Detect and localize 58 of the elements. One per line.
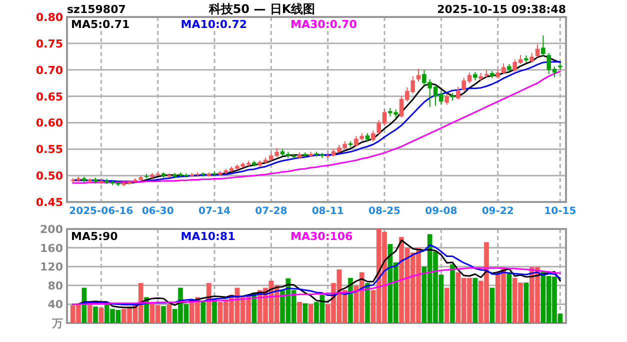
y-tick-label: 0.60 — [36, 116, 64, 130]
bar — [93, 306, 98, 323]
y-tick-label: 120 — [40, 260, 64, 274]
y-tick-label: 0.65 — [36, 90, 63, 104]
bar — [524, 282, 529, 323]
x-tick-label: 2025-06-16 — [69, 206, 134, 217]
x-tick-label: 07-28 — [255, 206, 288, 217]
text: MA30:106 — [290, 230, 354, 243]
bar — [506, 272, 512, 323]
bar — [450, 264, 455, 323]
y-tick-label: 0.80 — [36, 11, 64, 24]
x-tick-label: 07-14 — [198, 206, 231, 217]
bar — [472, 278, 478, 323]
y-tick-label: 40 — [48, 298, 64, 312]
candlestick — [530, 52, 534, 63]
bar — [98, 307, 104, 323]
line-series — [72, 267, 561, 305]
x-tick-label: 10-15 — [544, 206, 576, 217]
y-tick-label: 0.50 — [36, 170, 64, 183]
y-tick-label: 200 — [40, 223, 64, 236]
y-tick-label: 0.70 — [36, 64, 64, 77]
x-tick-label: 09-08 — [425, 206, 458, 217]
y-tick-label: 0.55 — [36, 143, 63, 156]
bar — [200, 302, 206, 323]
text: MA5:90 — [71, 230, 118, 243]
x-tick-label: 06-30 — [142, 206, 174, 217]
text: MA5:0.71 — [71, 18, 130, 31]
bar — [212, 300, 217, 323]
chart-title: 科技50 — 日K线图 — [208, 2, 316, 16]
bar — [308, 304, 314, 323]
x-tick-label: 08-25 — [368, 206, 401, 217]
bar — [365, 283, 370, 323]
bar — [297, 302, 302, 323]
bar — [302, 303, 308, 323]
x-tick-label: 09-22 — [482, 206, 514, 217]
candlestick — [416, 68, 421, 82]
bar — [161, 306, 166, 323]
text: sz159807 — [67, 3, 126, 16]
bar — [348, 278, 353, 323]
bar — [444, 288, 450, 323]
candlestick — [371, 130, 376, 142]
candlestick — [444, 93, 449, 106]
text: 2025-10-15 09:38:48 — [437, 3, 566, 16]
text: MA10:81 — [180, 230, 236, 243]
text: MA30:0.70 — [290, 18, 358, 31]
bar — [87, 304, 92, 323]
candlestick — [456, 86, 460, 100]
candlestick — [535, 44, 540, 58]
bar — [490, 288, 495, 323]
y-tick-label: 万 — [51, 317, 63, 330]
y-tick-label: 80 — [48, 279, 64, 292]
x-tick-label: 08-11 — [312, 206, 344, 217]
y-tick-label: 0.45 — [36, 196, 63, 209]
bar — [166, 304, 172, 323]
candlestick — [541, 35, 546, 57]
y-tick-label: 160 — [40, 242, 64, 255]
y-tick-label: 0.75 — [36, 37, 63, 50]
text: MA10:0.72 — [180, 18, 248, 31]
